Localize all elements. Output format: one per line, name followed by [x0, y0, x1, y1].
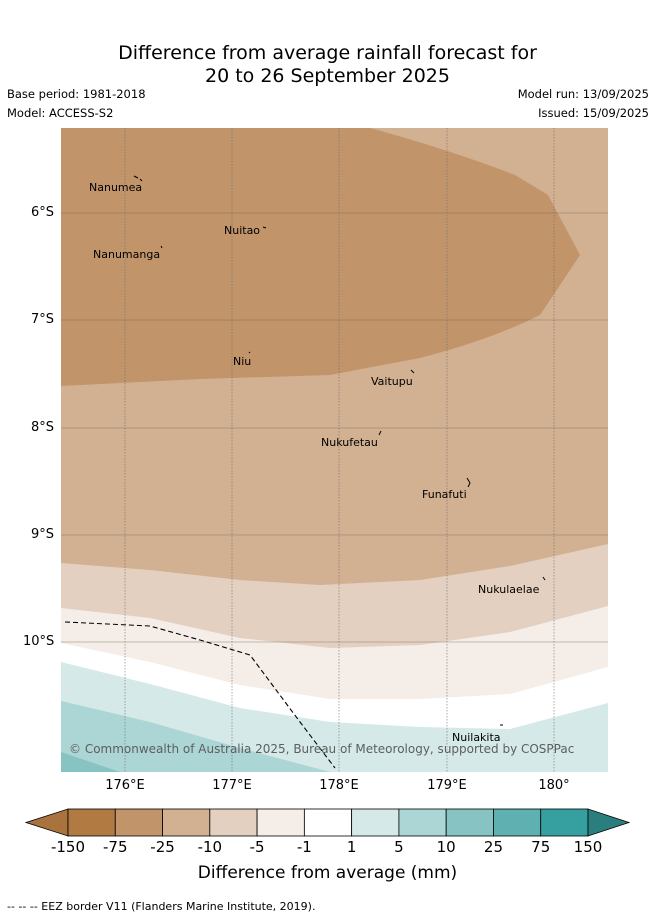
colorbar-segment	[67, 808, 116, 837]
island-nukufetau-mark	[378, 430, 382, 436]
place-nukufetau: Nukufetau	[321, 436, 378, 449]
colorbar-segment	[445, 808, 494, 837]
issued-date: Issued: 15/09/2025	[538, 106, 649, 120]
eez-footnote: -- -- -- EEZ border V11 (Flanders Marine…	[7, 900, 316, 913]
place-funafuti: Funafuti	[422, 488, 467, 501]
place-vaitupu: Vaitupu	[371, 375, 413, 388]
colorbar-tick: -75	[103, 838, 128, 856]
model-run: Model run: 13/09/2025	[517, 87, 649, 101]
graticule	[124, 128, 555, 772]
band-5-to-10	[61, 701, 330, 772]
island-nanumea-mark	[133, 175, 143, 182]
colorbar-tick: 25	[483, 838, 503, 856]
lon-label-180: 180°	[538, 778, 570, 793]
map-title-line1: Difference from average rainfall forecas…	[118, 42, 537, 64]
lat-label-8s: 8°S	[31, 420, 55, 435]
colorbar-min-arrow	[24, 808, 69, 837]
colorbar-tick: 10	[436, 838, 456, 856]
lat-label-10s: 10°S	[23, 634, 55, 649]
colorbar-segment	[162, 808, 211, 837]
lon-label-177e: 177°E	[212, 778, 252, 793]
colorbar-segment	[256, 808, 305, 837]
island-marks	[133, 175, 546, 726]
island-nanumanga-mark	[160, 245, 163, 249]
lat-label-6s: 6°S	[31, 205, 55, 220]
place-nukulaelae: Nukulaelae	[478, 583, 540, 596]
lat-label-7s: 7°S	[31, 312, 55, 327]
colorbar-tick: -5	[249, 838, 265, 856]
colorbar-label: Difference from average (mm)	[197, 863, 458, 883]
colorbar-tick: -150	[50, 838, 86, 856]
colorbar-segment	[303, 808, 353, 837]
place-nuitao: Nuitao	[224, 224, 261, 237]
place-nanumanga: Nanumanga	[93, 248, 161, 261]
colorbar-max-arrow	[587, 808, 631, 837]
colorbar-tick: 150	[573, 838, 603, 856]
colorbar-segment	[351, 808, 400, 837]
rainfall-bands	[61, 128, 608, 772]
place-nanumea: Nanumea	[89, 181, 143, 194]
lon-label-179e: 179°E	[427, 778, 467, 793]
place-niu: Niu	[233, 355, 252, 368]
island-nuitao-mark	[262, 226, 267, 229]
model-name: Model: ACCESS-S2	[7, 106, 114, 120]
colorbar-segment	[114, 808, 163, 837]
base-period: Base period: 1981-2018	[7, 87, 146, 101]
island-funafuti-mark	[466, 477, 471, 488]
band-10-to-25	[61, 752, 120, 772]
colorbar-tick: -10	[197, 838, 223, 856]
colorbar-segment	[209, 808, 258, 837]
island-niu-mark	[248, 351, 251, 354]
lon-label-176e: 176°E	[105, 778, 145, 793]
island-nukulaelae-mark	[542, 576, 546, 581]
colorbar-tick: -25	[150, 838, 175, 856]
eez-border	[64, 621, 336, 769]
copyright-credit: © Commonwealth of Australia 2025, Bureau…	[69, 742, 575, 756]
lon-label-178e: 178°E	[319, 778, 359, 793]
island-vaitupu-mark	[410, 369, 415, 374]
colorbar	[24, 808, 631, 837]
colorbar-tick: 1	[346, 838, 357, 856]
lat-label-9s: 9°S	[31, 527, 55, 542]
colorbar-tick: 5	[394, 838, 404, 856]
map-title-line2: 20 to 26 September 2025	[205, 65, 450, 87]
place-nuilakita: Nuilakita	[452, 731, 501, 744]
colorbar-segment	[540, 808, 589, 837]
colorbar-tick: 75	[531, 838, 551, 856]
colorbar-tick: -1	[296, 838, 312, 856]
band-minus150-to-minus75	[61, 128, 580, 386]
colorbar-segment	[493, 808, 542, 837]
colorbar-segment	[398, 808, 447, 837]
latitude-lines	[61, 212, 608, 643]
